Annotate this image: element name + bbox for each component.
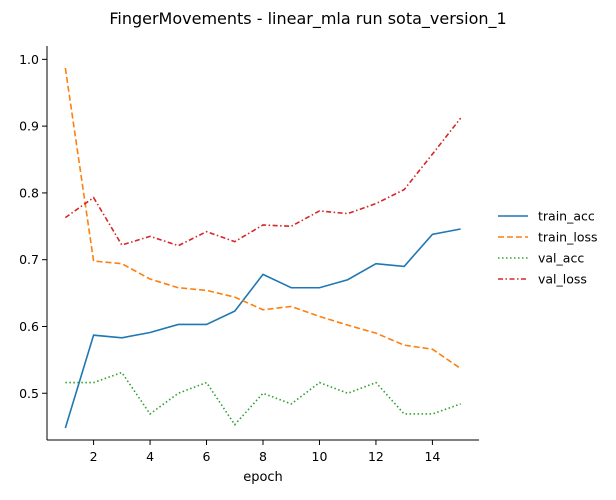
x-axis-label: epoch — [243, 470, 283, 485]
y-tick-label: 0.7 — [19, 252, 39, 267]
x-tick-label: 8 — [259, 449, 267, 464]
legend-label-val-loss: val_loss — [538, 272, 587, 287]
y-tick-label: 1.0 — [19, 52, 39, 67]
y-ticks: 0.5 0.6 0.7 0.8 0.9 1.0 — [19, 52, 47, 401]
x-tick-label: 2 — [90, 449, 98, 464]
chart-title: FingerMovements - linear_mla run sota_ve… — [109, 9, 506, 29]
series-line-val-acc — [65, 371, 461, 426]
y-tick-label: 0.9 — [19, 119, 39, 134]
x-tick-label: 12 — [368, 449, 384, 464]
x-tick-label: 6 — [203, 449, 211, 464]
y-tick-label: 0.8 — [19, 185, 39, 200]
y-tick-label: 0.6 — [19, 319, 39, 334]
y-tick-label: 0.5 — [19, 386, 39, 401]
series-line-train-loss — [64, 67, 462, 370]
x-ticks: 2 4 6 8 10 12 14 — [90, 440, 440, 464]
plot-area — [64, 67, 462, 429]
legend: train_acc train_loss val_acc val_loss — [498, 209, 598, 287]
legend-label-train-acc: train_acc — [538, 209, 595, 224]
legend-label-val-acc: val_acc — [538, 251, 584, 266]
series-line-val-loss — [64, 117, 462, 247]
legend-label-train-loss: train_loss — [538, 230, 598, 245]
x-tick-label: 14 — [424, 449, 440, 464]
series-line-train-acc — [64, 228, 461, 429]
x-tick-label: 4 — [146, 449, 154, 464]
x-tick-label: 10 — [312, 449, 328, 464]
